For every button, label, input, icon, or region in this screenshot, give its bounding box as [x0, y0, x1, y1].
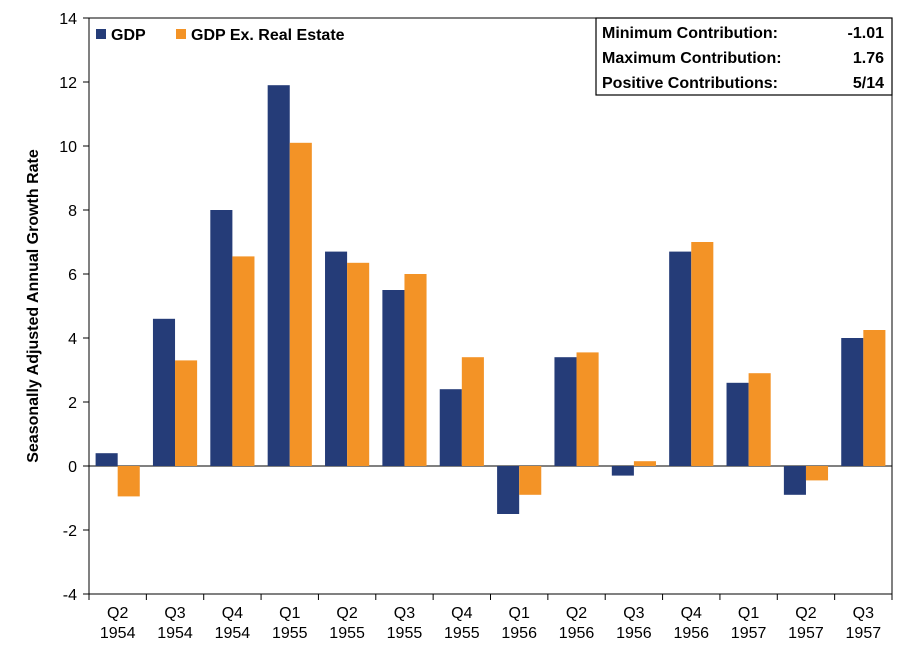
y-tick-label: 0: [68, 459, 77, 476]
bar-gdp: [497, 466, 520, 514]
bar-gdp: [669, 251, 692, 466]
bar-gdp-ex-real-estate: [633, 461, 656, 466]
stat-value-min: -1.01: [848, 25, 885, 42]
y-tick-label: 4: [68, 331, 77, 348]
x-axis: Q2 1954 Q3 1954 Q4 1954 Q1 1955 Q2 1955 Q3 1955 Q4 19…: [88, 594, 893, 642]
x-tick-label-quarter: Q3: [164, 605, 185, 622]
stat-label-max: Maximum Contribution:: [602, 50, 782, 67]
bar-gdp: [726, 382, 749, 466]
bar-gdp: [439, 389, 462, 466]
stat-label-positive: Positive Contributions:: [602, 75, 778, 92]
bar-gdp-ex-real-estate: [404, 274, 427, 466]
x-tick-label-year: 1955: [444, 625, 480, 642]
y-tick-label: 14: [59, 11, 77, 28]
x-tick-label-quarter: Q4: [222, 605, 243, 622]
x-tick-label-year: 1954: [157, 625, 193, 642]
x-tick-label-year: 1957: [846, 625, 882, 642]
bar-gdp-ex-real-estate: [461, 357, 484, 466]
legend: GDP GDP Ex. Real Estate: [96, 27, 345, 44]
legend-swatch-gdp: [96, 29, 106, 39]
x-tick-label-quarter: Q1: [509, 605, 530, 622]
bar-gdp: [783, 466, 806, 495]
y-tick-label: 12: [59, 75, 77, 92]
bar-gdp-ex-real-estate: [576, 352, 599, 466]
bar-gdp-ex-real-estate: [175, 360, 198, 466]
stats-box-border: [595, 17, 893, 96]
x-tick-label-quarter: Q1: [738, 605, 759, 622]
x-tick-label-year: 1955: [272, 625, 308, 642]
bar-gdp: [152, 318, 176, 466]
x-tick-label-quarter: Q3: [853, 605, 874, 622]
x-tick-label-quarter: Q2: [336, 605, 357, 622]
x-tick-label-year: 1956: [673, 625, 709, 642]
x-tick-label-quarter: Q4: [681, 605, 702, 622]
stats-box: Minimum Contribution: -1.01 Maximum Cont…: [595, 17, 893, 96]
x-tick-label-quarter: Q2: [566, 605, 587, 622]
x-tick-label-year: 1954: [215, 625, 251, 642]
y-tick-label: 8: [68, 203, 77, 220]
legend-label-gdp-ex-real-estate: GDP Ex. Real Estate: [191, 27, 345, 44]
x-tick-label-year: 1954: [100, 625, 136, 642]
bar-gdp-ex-real-estate: [805, 466, 829, 481]
x-tick-label-year: 1956: [501, 625, 537, 642]
plot-area: [88, 17, 893, 595]
y-tick-label: -4: [63, 587, 77, 604]
x-tick-label-quarter: Q2: [107, 605, 128, 622]
x-tick-label-year: 1956: [616, 625, 652, 642]
x-tick-label-year: 1955: [387, 625, 423, 642]
bar-gdp: [210, 210, 233, 466]
stat-value-positive: 5/14: [853, 75, 884, 92]
bar-gdp-ex-real-estate: [863, 330, 886, 466]
legend-swatch-gdp-ex-real-estate: [176, 29, 186, 39]
bar-gdp-ex-real-estate: [748, 373, 771, 466]
bar-gdp: [95, 453, 118, 466]
legend-label-gdp: GDP: [111, 27, 146, 44]
bar-gdp: [841, 338, 864, 466]
bar-gdp-ex-real-estate: [691, 242, 714, 466]
bar-gdp: [611, 466, 634, 476]
x-tick-label-year: 1955: [329, 625, 365, 642]
bar-gdp: [325, 251, 348, 466]
x-tick-label-quarter: Q4: [451, 605, 472, 622]
y-tick-label: 2: [68, 395, 77, 412]
x-tick-label-year: 1956: [559, 625, 595, 642]
x-tick-label-quarter: Q3: [623, 605, 644, 622]
bar-gdp: [554, 357, 577, 466]
bar-gdp-ex-real-estate: [347, 262, 370, 466]
bar-gdp-ex-real-estate: [289, 142, 312, 467]
bar-gdp-ex-real-estate: [519, 466, 542, 495]
x-tick-label-year: 1957: [788, 625, 824, 642]
y-axis: -4 -2 0 2 4 6 8 10 12 14: [59, 11, 89, 604]
stat-label-min: Minimum Contribution:: [602, 25, 778, 42]
stat-value-max: 1.76: [853, 50, 884, 67]
bar-gdp: [267, 85, 290, 466]
x-tick-label-year: 1957: [731, 625, 767, 642]
x-tick-label-quarter: Q3: [394, 605, 415, 622]
bar-gdp-ex-real-estate: [117, 466, 140, 497]
y-axis-label: Seasonally Adjusted Annual Growth Rate: [25, 149, 42, 463]
y-tick-label: 6: [68, 267, 77, 284]
bar-gdp: [382, 290, 405, 466]
x-tick-label-quarter: Q2: [795, 605, 816, 622]
bar-gdp-ex-real-estate: [232, 256, 255, 466]
y-tick-label: 10: [59, 139, 77, 156]
x-tick-label-quarter: Q1: [279, 605, 300, 622]
bars-group: [95, 85, 886, 514]
y-tick-label: -2: [63, 523, 77, 540]
